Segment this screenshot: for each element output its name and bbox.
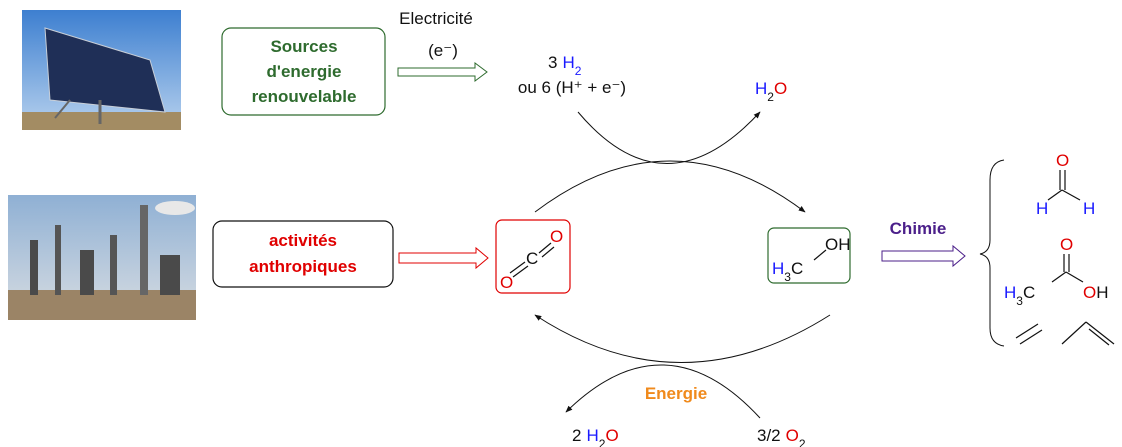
red-arrow xyxy=(398,246,489,270)
formaldehyde-o: O xyxy=(1056,151,1069,170)
formaldehyde-h: H xyxy=(1083,199,1095,218)
sources-line: renouvelable xyxy=(252,87,357,106)
anthropic-box xyxy=(212,220,394,288)
co2-atom: C xyxy=(526,249,538,268)
cycle-arrow xyxy=(534,314,831,363)
input-arrow xyxy=(577,111,761,164)
acetic-ch3: H3C xyxy=(1004,283,1035,308)
purple-arrow xyxy=(881,244,966,268)
co2-atom: O xyxy=(550,227,563,246)
formaldehyde-h: H xyxy=(1036,199,1048,218)
electricity-label: Electricité xyxy=(399,9,473,28)
methanol-ch3: H3C xyxy=(772,259,803,284)
water-bottom: 2 H2O xyxy=(572,426,619,447)
sources-line: Sources xyxy=(270,37,337,56)
co2-box xyxy=(495,219,571,294)
anthropic-line: anthropiques xyxy=(249,257,357,276)
co2-atom: O xyxy=(500,273,513,292)
methanol-oh: OH xyxy=(825,235,851,254)
alkenes xyxy=(1015,321,1115,346)
acetic-o: O xyxy=(1060,235,1073,254)
electron-label: (e⁻) xyxy=(428,41,458,60)
factory-photo xyxy=(8,195,196,320)
hydrogen-alt: ou 6 (H⁺ + e⁻) xyxy=(518,78,626,97)
oxygen: 3/2 O2 xyxy=(757,426,806,447)
anthropic-line: activités xyxy=(269,231,337,250)
cycle-arrow xyxy=(534,160,806,213)
hydrogen: 3 H2 xyxy=(548,53,582,78)
output-arrow xyxy=(565,364,761,419)
chemistry-label: Chimie xyxy=(890,219,947,238)
brace xyxy=(979,159,1005,347)
energy-label: Energie xyxy=(645,384,707,403)
acetic-oh: OH xyxy=(1083,283,1109,302)
water-top: H2O xyxy=(755,79,787,104)
methanol-box xyxy=(767,227,851,284)
sources-line: d'energie xyxy=(267,62,342,81)
sources-box xyxy=(221,27,386,116)
green-arrow xyxy=(397,62,488,82)
solar-photo xyxy=(22,10,181,130)
